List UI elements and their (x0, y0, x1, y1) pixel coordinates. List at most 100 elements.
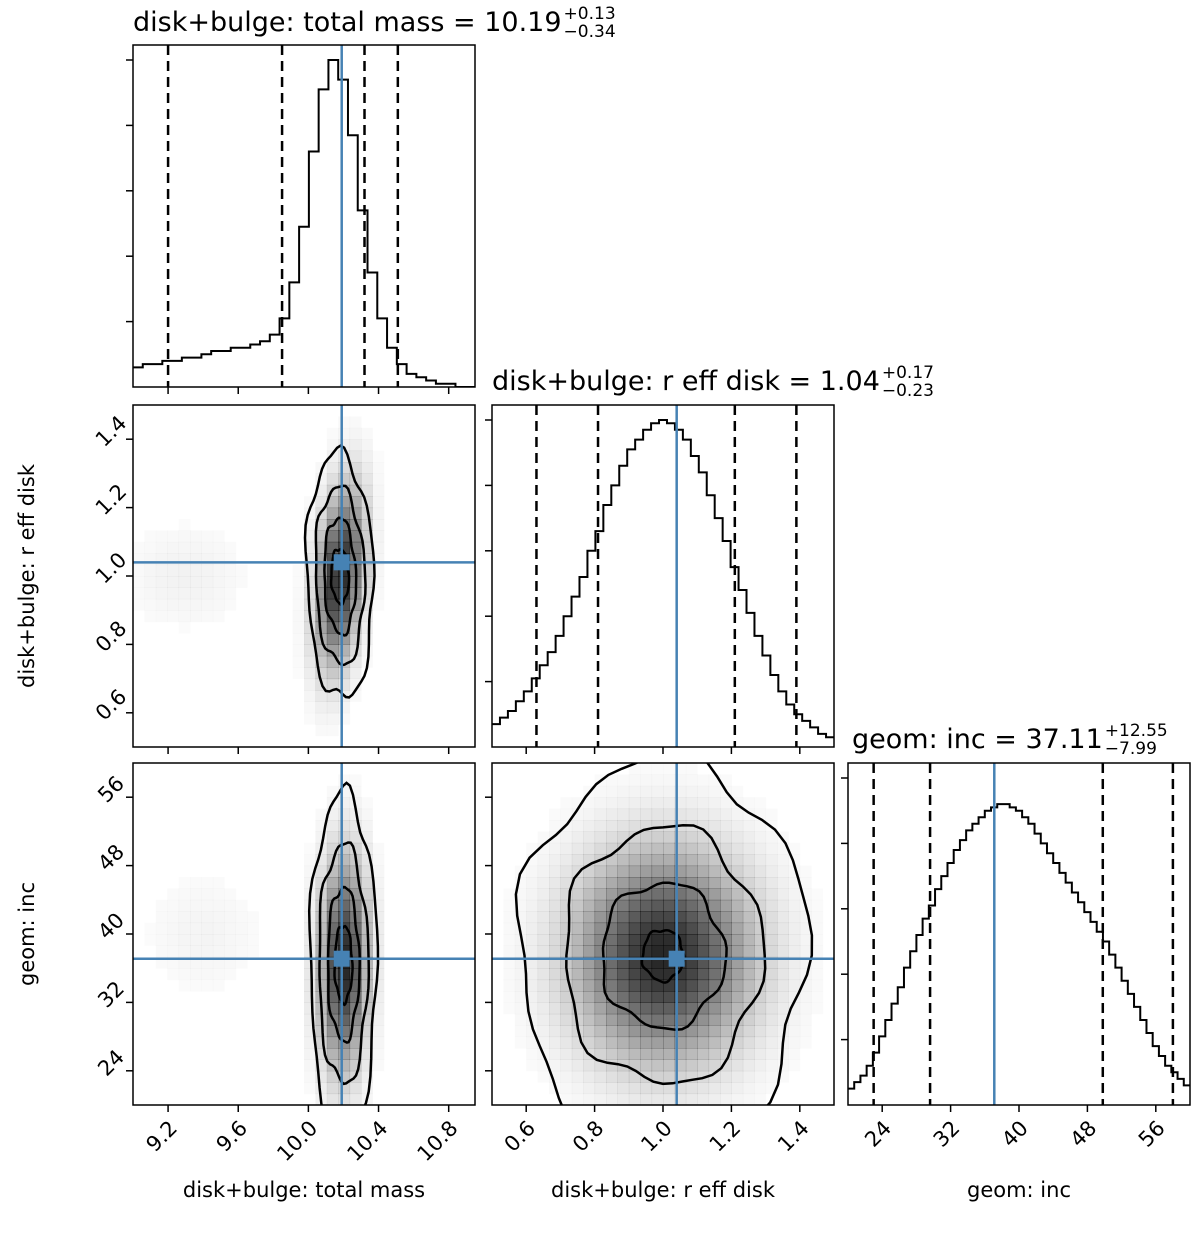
density-cell (674, 1036, 687, 1049)
ytick-label: 40 (93, 908, 129, 944)
density-cell (549, 1025, 561, 1038)
density-cell (338, 922, 351, 935)
density-cell (766, 1071, 778, 1083)
density-cell (349, 439, 362, 452)
density-cell (788, 956, 801, 969)
density-cell (526, 922, 539, 935)
density-cell (338, 576, 351, 588)
density-cell (777, 888, 789, 901)
density-cell (349, 820, 362, 832)
density-cell (708, 865, 721, 878)
density-cell (571, 877, 584, 889)
density-cell (349, 507, 362, 520)
density-cell (338, 713, 350, 725)
density-cell (628, 785, 641, 798)
density-cell (560, 842, 573, 855)
density-cell (503, 934, 515, 946)
histogram-2 (848, 763, 1190, 1105)
density-cell (338, 888, 351, 901)
density-cell (583, 922, 596, 935)
density-cell (549, 979, 561, 992)
density-cell (304, 530, 316, 543)
density-cell (811, 888, 823, 900)
density-cell (640, 1013, 653, 1026)
density-cell (133, 576, 145, 588)
density-cell (571, 1048, 584, 1060)
density-cell (179, 900, 191, 912)
density-cell (326, 598, 339, 611)
density-cell (144, 530, 156, 542)
density-cell (201, 968, 213, 980)
density-cell (594, 922, 607, 935)
density-cell (674, 797, 687, 810)
density-cell (361, 820, 373, 832)
density-cell (338, 1048, 351, 1060)
density-cell (315, 644, 328, 657)
density-cell (213, 530, 225, 542)
density-cell (708, 877, 721, 889)
density-cell (326, 820, 339, 832)
density-cell (651, 1013, 664, 1026)
density-cell (617, 911, 630, 924)
density-cell (372, 922, 385, 935)
density-cell (549, 888, 561, 901)
density-cell (526, 911, 539, 924)
density-cell (606, 945, 618, 958)
density-cell (178, 553, 191, 566)
density-cell (594, 934, 607, 946)
density-cell (549, 854, 561, 867)
density-cell (708, 1002, 721, 1015)
density-cell (326, 507, 339, 520)
density-cell (640, 888, 653, 901)
density-cell (549, 991, 561, 1003)
density-cell (361, 644, 373, 656)
xtick-label: 10.0 (272, 1116, 322, 1166)
density-cell (765, 1025, 778, 1038)
density-cell (213, 542, 225, 554)
density-cell (709, 786, 721, 798)
density-cell (685, 1048, 698, 1060)
density-cell (304, 519, 316, 531)
density-cell (179, 519, 191, 531)
density-cell (742, 899, 755, 912)
density-cell (766, 809, 778, 821)
density-cell (617, 1048, 630, 1060)
density-cell (549, 1059, 561, 1072)
density-cell (754, 877, 767, 889)
density-cell (144, 565, 156, 577)
density-cell (640, 820, 653, 832)
density-cell (304, 564, 316, 577)
density-cell (304, 576, 316, 588)
density-cell (537, 1002, 550, 1015)
density-cell (640, 808, 653, 821)
density-cell (167, 587, 180, 600)
density-cell (742, 979, 755, 992)
density-cell (628, 854, 641, 867)
density-cell (640, 922, 653, 935)
density-cell (628, 1048, 641, 1060)
title-plus-1: +0.17 (882, 363, 934, 383)
density-cell (583, 1013, 596, 1026)
density-cell (617, 1093, 630, 1105)
density-cell (361, 473, 373, 486)
density-cell (743, 797, 755, 809)
density-cell (663, 911, 675, 924)
density-cell (708, 797, 721, 810)
panel-frame-2-2 (847, 762, 1191, 1106)
density-cell (338, 450, 351, 463)
density-cell (560, 1002, 573, 1015)
density-cell (651, 1036, 664, 1049)
density-cell (247, 923, 259, 935)
density-cell (179, 622, 191, 634)
density-cell (349, 865, 362, 878)
density-cell (742, 1036, 755, 1049)
density-cell (190, 922, 202, 935)
density-cell (349, 484, 362, 497)
density-cell (190, 877, 202, 889)
density-cell (526, 991, 539, 1003)
density-cell (663, 785, 675, 798)
density-cell (201, 599, 213, 611)
density-cell (651, 945, 664, 958)
density-cell (777, 877, 789, 889)
density-cell (731, 808, 744, 821)
